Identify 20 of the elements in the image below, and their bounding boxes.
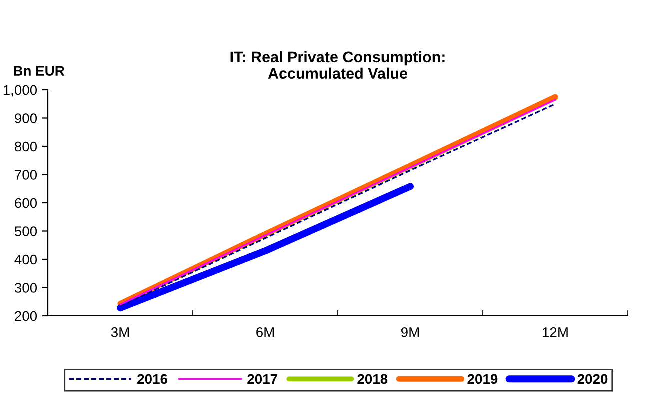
- x-tick-label: 6M: [256, 327, 274, 338]
- y-tick-label: 600: [15, 198, 38, 208]
- y-tick-label: 300: [14, 283, 38, 293]
- legend-label: 2018: [358, 374, 388, 384]
- legend-label: 2019: [468, 374, 498, 384]
- y-tick-label: 500: [14, 226, 38, 236]
- y-tick-label: 800: [15, 142, 38, 152]
- legend-label: 2017: [248, 374, 278, 384]
- y-tick-label: 200: [15, 311, 38, 322]
- y-tick-label: 900: [15, 114, 38, 124]
- legend-label: 2020: [578, 374, 608, 384]
- x-tick-label: 3M: [111, 327, 130, 338]
- x-tick-label: 9M: [402, 327, 420, 338]
- y-tick-label: 400: [14, 254, 38, 265]
- legend-label: 2016: [138, 374, 168, 384]
- y-tick-label: 1,000: [4, 85, 38, 97]
- chart-title: IT: Real Private Consumption: Accumulated Value: [230, 51, 445, 80]
- y-axis-title: Bn EUR: [14, 66, 65, 76]
- y-tick-label: 700: [15, 170, 38, 180]
- x-tick-label: 12M: [543, 327, 568, 338]
